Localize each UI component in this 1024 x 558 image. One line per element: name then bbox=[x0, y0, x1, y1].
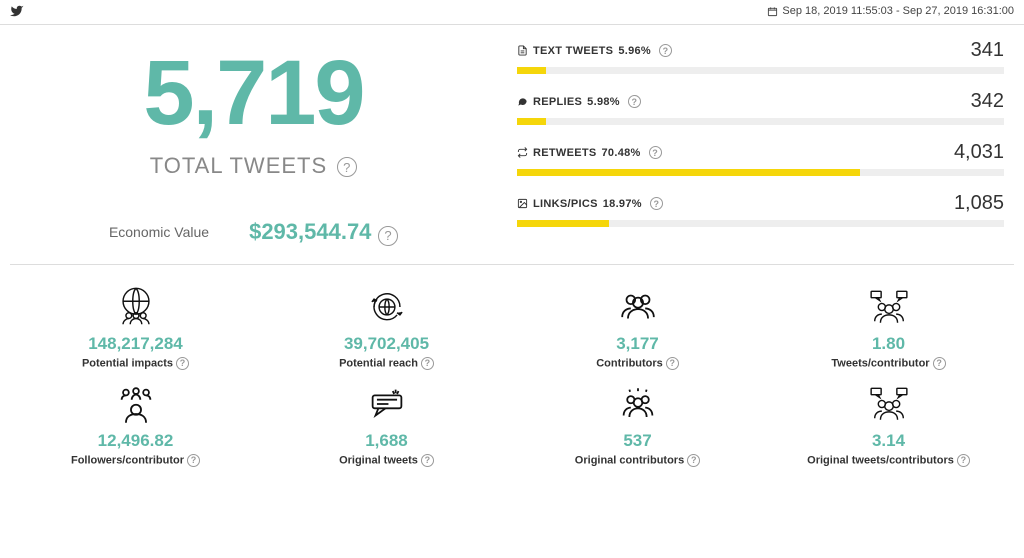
help-icon[interactable]: ? bbox=[687, 454, 700, 467]
economic-value-row: Economic Value $293,544.74 ? bbox=[10, 219, 497, 246]
file-icon bbox=[517, 45, 528, 56]
help-icon[interactable]: ? bbox=[421, 357, 434, 370]
topbar: Sep 18, 2019 11:55:03 - Sep 27, 2019 16:… bbox=[0, 0, 1024, 25]
help-icon[interactable]: ? bbox=[650, 197, 663, 210]
progress-bar bbox=[517, 169, 1004, 176]
globe-group-icon bbox=[16, 283, 255, 331]
total-tweets-panel: 5,719 TOTAL TWEETS ? Economic Value $293… bbox=[10, 25, 497, 246]
breakdown-value: 4,031 bbox=[954, 141, 1004, 164]
globe-refresh-icon bbox=[267, 283, 506, 331]
help-icon[interactable]: ? bbox=[421, 454, 434, 467]
comment-icon bbox=[517, 96, 528, 107]
stat-original-contributors: 537 Original contributors? bbox=[512, 380, 763, 467]
help-icon[interactable]: ? bbox=[666, 357, 679, 370]
help-icon[interactable]: ? bbox=[628, 95, 641, 108]
progress-bar bbox=[517, 67, 1004, 74]
date-range-text: Sep 18, 2019 11:55:03 - Sep 27, 2019 16:… bbox=[782, 5, 1014, 17]
stat-contributors: 3,177 Contributors? bbox=[512, 283, 763, 370]
help-icon[interactable]: ? bbox=[187, 454, 200, 467]
date-range: Sep 18, 2019 11:55:03 - Sep 27, 2019 16:… bbox=[767, 5, 1014, 17]
image-icon bbox=[517, 198, 528, 209]
breakdown-links-pics: LINKS/PICS 18.97% ? 1,085 bbox=[517, 192, 1004, 227]
help-icon[interactable]: ? bbox=[176, 357, 189, 370]
help-icon[interactable]: ? bbox=[337, 157, 357, 177]
tweet-icon bbox=[267, 380, 506, 428]
help-icon[interactable]: ? bbox=[659, 44, 672, 57]
stat-original-tweets: 1,688 Original tweets? bbox=[261, 380, 512, 467]
progress-bar bbox=[517, 118, 1004, 125]
breakdown-text-tweets: TEXT TWEETS 5.96% ? 341 bbox=[517, 39, 1004, 74]
retweet-icon bbox=[517, 147, 528, 158]
total-tweets-label: TOTAL TWEETS ? bbox=[10, 153, 497, 179]
help-icon[interactable]: ? bbox=[378, 226, 398, 246]
stats-grid: 148,217,284 Potential impacts? 39,702,40… bbox=[0, 265, 1024, 467]
breakdown-replies: REPLIES 5.98% ? 342 bbox=[517, 90, 1004, 125]
group-spark-icon bbox=[518, 380, 757, 428]
economic-value-label: Economic Value bbox=[109, 224, 209, 240]
followers-icon bbox=[16, 380, 255, 428]
breakdown-value: 341 bbox=[971, 39, 1004, 62]
stat-tweets-per-contributor: 1.80 Tweets/contributor? bbox=[763, 283, 1014, 370]
breakdown-value: 342 bbox=[971, 90, 1004, 113]
economic-value: $293,544.74 ? bbox=[249, 219, 398, 246]
group-chat-alt-icon bbox=[769, 380, 1008, 428]
total-tweets-value: 5,719 bbox=[10, 47, 497, 139]
group-chat-icon bbox=[769, 283, 1008, 331]
calendar-icon bbox=[767, 6, 778, 17]
stat-potential-impacts: 148,217,284 Potential impacts? bbox=[10, 283, 261, 370]
stat-potential-reach: 39,702,405 Potential reach? bbox=[261, 283, 512, 370]
breakdown-retweets: RETWEETS 70.48% ? 4,031 bbox=[517, 141, 1004, 176]
breakdown-panel: TEXT TWEETS 5.96% ? 341 REPLIES 5.98% ? … bbox=[497, 25, 1014, 246]
stat-original-tweets-per-contributor: 3.14 Original tweets/contributors? bbox=[763, 380, 1014, 467]
help-icon[interactable]: ? bbox=[649, 146, 662, 159]
help-icon[interactable]: ? bbox=[933, 357, 946, 370]
group-icon bbox=[518, 283, 757, 331]
help-icon[interactable]: ? bbox=[957, 454, 970, 467]
summary-section: 5,719 TOTAL TWEETS ? Economic Value $293… bbox=[0, 25, 1024, 246]
stat-followers-per-contributor: 12,496.82 Followers/contributor? bbox=[10, 380, 261, 467]
breakdown-value: 1,085 bbox=[954, 192, 1004, 215]
progress-bar bbox=[517, 220, 1004, 227]
twitter-icon bbox=[10, 4, 24, 18]
